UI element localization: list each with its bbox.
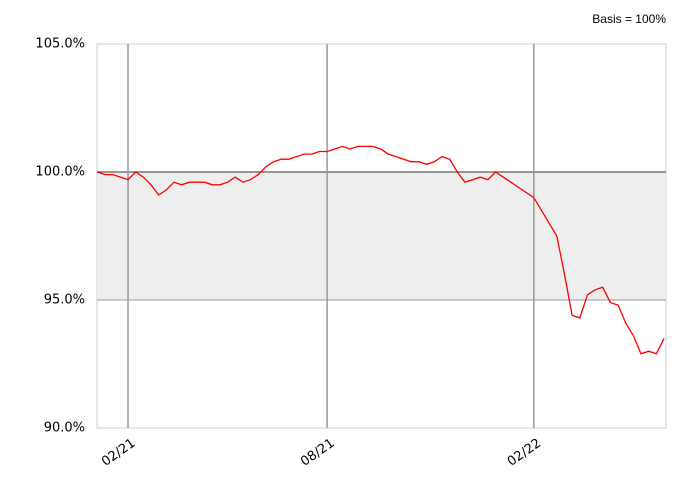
x-tick-label: 02/21 [99, 436, 138, 470]
basis-note: Basis = 100% [592, 12, 666, 26]
line [97, 145, 665, 355]
x-tick-label: 08/21 [298, 436, 337, 470]
y-tick-label: 105.0% [35, 37, 85, 52]
band [97, 172, 666, 300]
y-tick-label: 90.0% [44, 421, 85, 436]
y-tick-label: 100.0% [35, 165, 85, 180]
y-tick-label: 95.0% [44, 293, 85, 308]
x-tick-label: 02/22 [505, 436, 544, 470]
